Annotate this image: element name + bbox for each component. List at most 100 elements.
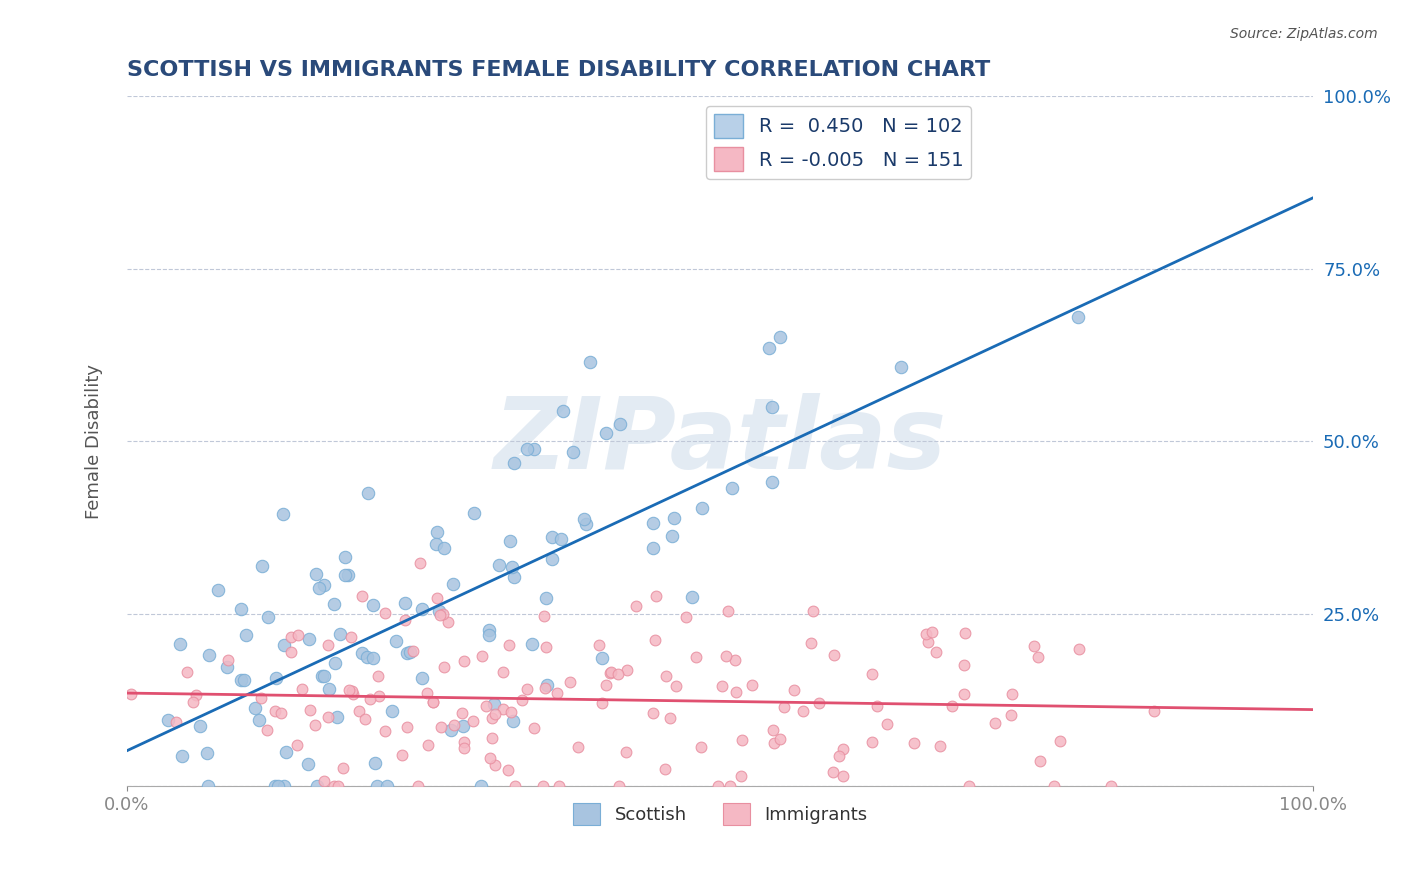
Immigrants <box>644 589 666 603</box>
Scottish <box>247 713 270 727</box>
Immigrants <box>607 780 630 794</box>
Immigrants <box>367 669 389 683</box>
Immigrants <box>312 774 335 789</box>
Scottish <box>326 710 349 724</box>
Immigrants <box>391 748 413 763</box>
Immigrants <box>264 704 287 718</box>
Scottish <box>769 330 792 344</box>
Scottish <box>503 570 526 584</box>
Scottish <box>318 682 340 697</box>
Immigrants <box>1099 780 1122 794</box>
Immigrants <box>453 735 475 749</box>
Scottish <box>312 578 335 592</box>
Scottish <box>690 501 713 516</box>
Immigrants <box>724 653 747 667</box>
Scottish <box>516 442 538 456</box>
Immigrants <box>955 625 977 640</box>
Scottish <box>641 541 664 556</box>
Immigrants <box>915 627 938 641</box>
Text: Source: ZipAtlas.com: Source: ZipAtlas.com <box>1230 27 1378 41</box>
Scottish <box>250 558 273 573</box>
Scottish <box>451 718 474 732</box>
Immigrants <box>531 780 554 794</box>
Immigrants <box>217 653 239 667</box>
Scottish <box>357 485 380 500</box>
Immigrants <box>1069 641 1091 656</box>
Scottish <box>578 354 600 368</box>
Scottish <box>329 627 352 641</box>
Immigrants <box>724 685 747 699</box>
Immigrants <box>408 780 430 794</box>
Scottish <box>381 704 404 718</box>
Immigrants <box>832 769 855 783</box>
Scottish <box>333 550 356 565</box>
Immigrants <box>499 705 522 719</box>
Immigrants <box>665 679 688 693</box>
Scottish <box>470 780 492 794</box>
Immigrants <box>342 684 364 698</box>
Scottish <box>426 524 449 539</box>
Scottish <box>169 636 191 650</box>
Scottish <box>273 638 295 652</box>
Immigrants <box>326 780 349 794</box>
Immigrants <box>560 675 582 690</box>
Immigrants <box>741 678 763 692</box>
Immigrants <box>928 739 950 753</box>
Immigrants <box>484 707 506 722</box>
Immigrants <box>422 696 444 710</box>
Immigrants <box>624 599 647 613</box>
Scottish <box>198 648 221 662</box>
Immigrants <box>731 733 754 747</box>
Scottish <box>305 780 328 794</box>
Scottish <box>681 590 703 604</box>
Scottish <box>534 591 557 605</box>
Scottish <box>433 541 456 555</box>
Immigrants <box>808 696 831 710</box>
Scottish <box>540 552 562 566</box>
Immigrants <box>641 706 664 721</box>
Scottish <box>429 604 451 618</box>
Immigrants <box>359 692 381 706</box>
Scottish <box>488 558 510 573</box>
Immigrants <box>769 731 792 746</box>
Immigrants <box>443 718 465 732</box>
Immigrants <box>120 687 142 701</box>
Immigrants <box>546 686 568 700</box>
Immigrants <box>957 780 980 794</box>
Y-axis label: Female Disability: Female Disability <box>86 364 103 519</box>
Immigrants <box>773 700 796 714</box>
Immigrants <box>606 667 628 681</box>
Immigrants <box>800 636 823 650</box>
Scottish <box>758 342 780 356</box>
Scottish <box>661 529 683 543</box>
Scottish <box>273 780 295 794</box>
Immigrants <box>374 723 396 738</box>
Scottish <box>890 360 912 375</box>
Immigrants <box>599 665 621 679</box>
Immigrants <box>510 692 533 706</box>
Scottish <box>395 646 418 660</box>
Scottish <box>271 508 294 522</box>
Immigrants <box>828 748 851 763</box>
Immigrants <box>402 644 425 658</box>
Scottish <box>235 628 257 642</box>
Text: SCOTTISH VS IMMIGRANTS FEMALE DISABILITY CORRELATION CHART: SCOTTISH VS IMMIGRANTS FEMALE DISABILITY… <box>127 60 990 79</box>
Immigrants <box>416 686 439 700</box>
Scottish <box>257 610 280 624</box>
Scottish <box>267 780 290 794</box>
Scottish <box>411 671 433 685</box>
Immigrants <box>426 591 449 605</box>
Immigrants <box>437 615 460 629</box>
Scottish <box>609 417 631 431</box>
Immigrants <box>299 703 322 717</box>
Scottish <box>336 567 359 582</box>
Scottish <box>312 669 335 683</box>
Scottish <box>425 537 447 551</box>
Immigrants <box>866 699 889 714</box>
Scottish <box>335 568 357 582</box>
Immigrants <box>337 682 360 697</box>
Immigrants <box>463 714 485 728</box>
Immigrants <box>492 701 515 715</box>
Immigrants <box>762 723 785 737</box>
Scottish <box>375 780 398 794</box>
